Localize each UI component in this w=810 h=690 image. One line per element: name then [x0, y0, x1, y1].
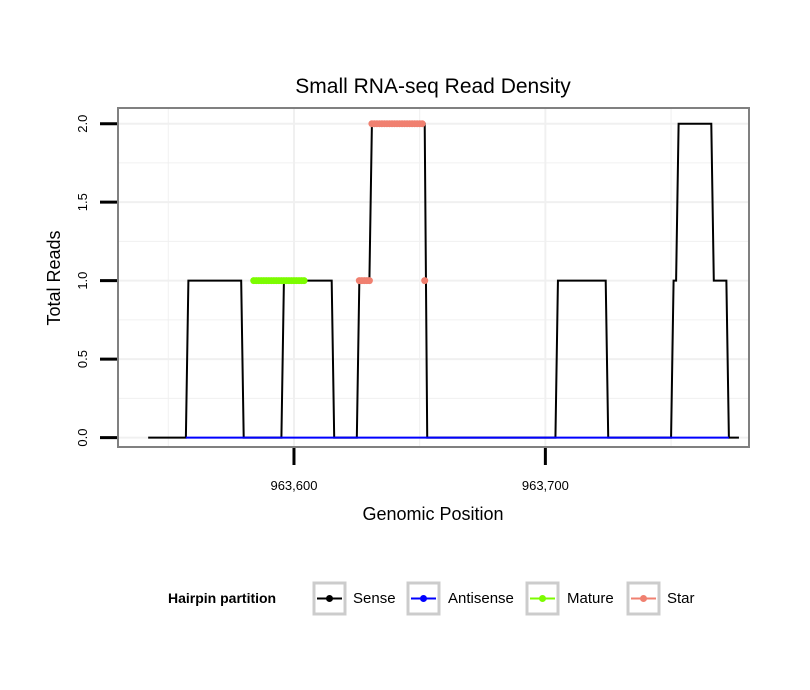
- x-axis-title: Genomic Position: [362, 504, 503, 524]
- legend-label-antisense: Antisense: [448, 590, 514, 607]
- x-tick-label: 963,600: [270, 478, 317, 493]
- legend-key-dot-mature: [539, 595, 546, 602]
- plot-area: [148, 120, 739, 439]
- data-point-star: [421, 277, 429, 285]
- axes: 0.0 0.5 1.0 1.5 2.0 963,600 963,700: [75, 115, 569, 493]
- y-tick-label: 1.0: [75, 272, 90, 290]
- y-tick-label: 2.0: [75, 115, 90, 133]
- legend-label-star: Star: [667, 590, 695, 607]
- grid-lines: [118, 108, 749, 447]
- y-tick-label: 0.5: [75, 350, 90, 368]
- plot-border: [117, 107, 750, 448]
- legend-title: Hairpin partition: [168, 590, 276, 606]
- y-tick-label: 0.0: [75, 429, 90, 447]
- data-point-mature: [300, 277, 308, 285]
- legend: Hairpin partition Sense Antisense Mature St…: [168, 581, 695, 616]
- legend-label-sense: Sense: [353, 590, 396, 607]
- chart-title: Small RNA-seq Read Density: [295, 75, 571, 98]
- legend-key-dot-antisense: [420, 595, 427, 602]
- data-point-star: [418, 120, 426, 128]
- legend-key-dot-star: [640, 595, 647, 602]
- y-axis-title: Total Reads: [44, 230, 64, 325]
- legend-label-mature: Mature: [567, 590, 614, 607]
- data-point-star: [365, 277, 373, 285]
- x-tick-label: 963,700: [522, 478, 569, 493]
- y-tick-label: 1.5: [75, 193, 90, 211]
- legend-key-dot-sense: [326, 595, 333, 602]
